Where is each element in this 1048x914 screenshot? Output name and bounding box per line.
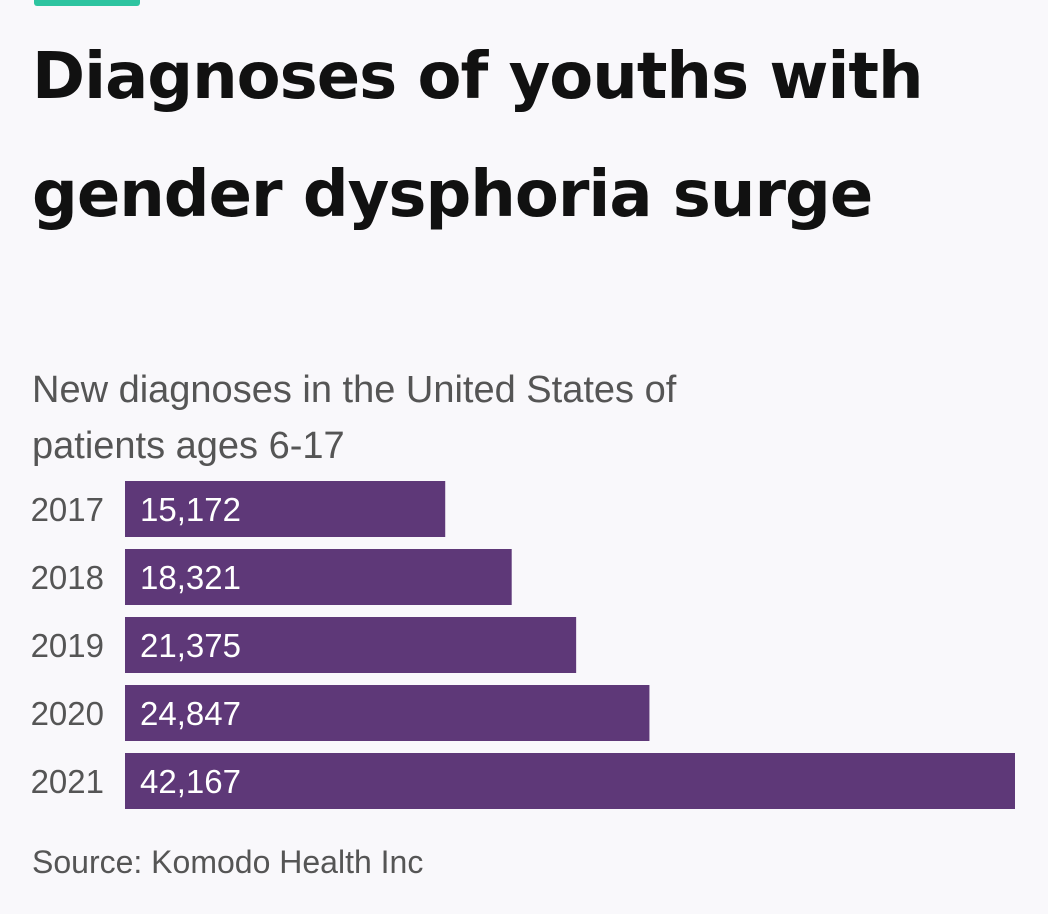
bar-value-label: 18,321: [140, 559, 241, 596]
bar: [125, 617, 577, 673]
source-note: Source: Komodo Health Inc: [32, 844, 424, 880]
chart-subtitle: New diagnoses in the United States of pa…: [32, 369, 677, 467]
bar-chart: 2017 15,172 2018 18,321 2019 21,375 2020 24,847…: [31, 481, 1015, 809]
bar: [125, 481, 446, 537]
category-label: 2021: [31, 763, 104, 800]
bar: [125, 549, 512, 605]
bar-value-label: 42,167: [140, 763, 241, 800]
category-label: 2019: [31, 627, 104, 664]
accent-bar: [34, 0, 140, 6]
chart-title: Diagnoses of youths with gender dysphori…: [32, 40, 924, 232]
category-label: 2020: [31, 695, 104, 732]
bar-value-label: 15,172: [140, 491, 241, 528]
bar: [125, 753, 1015, 809]
bar-value-label: 21,375: [140, 627, 241, 664]
category-label: 2017: [31, 491, 104, 528]
bar: [125, 685, 650, 741]
bar-value-label: 24,847: [140, 695, 241, 732]
category-label: 2018: [31, 559, 104, 596]
